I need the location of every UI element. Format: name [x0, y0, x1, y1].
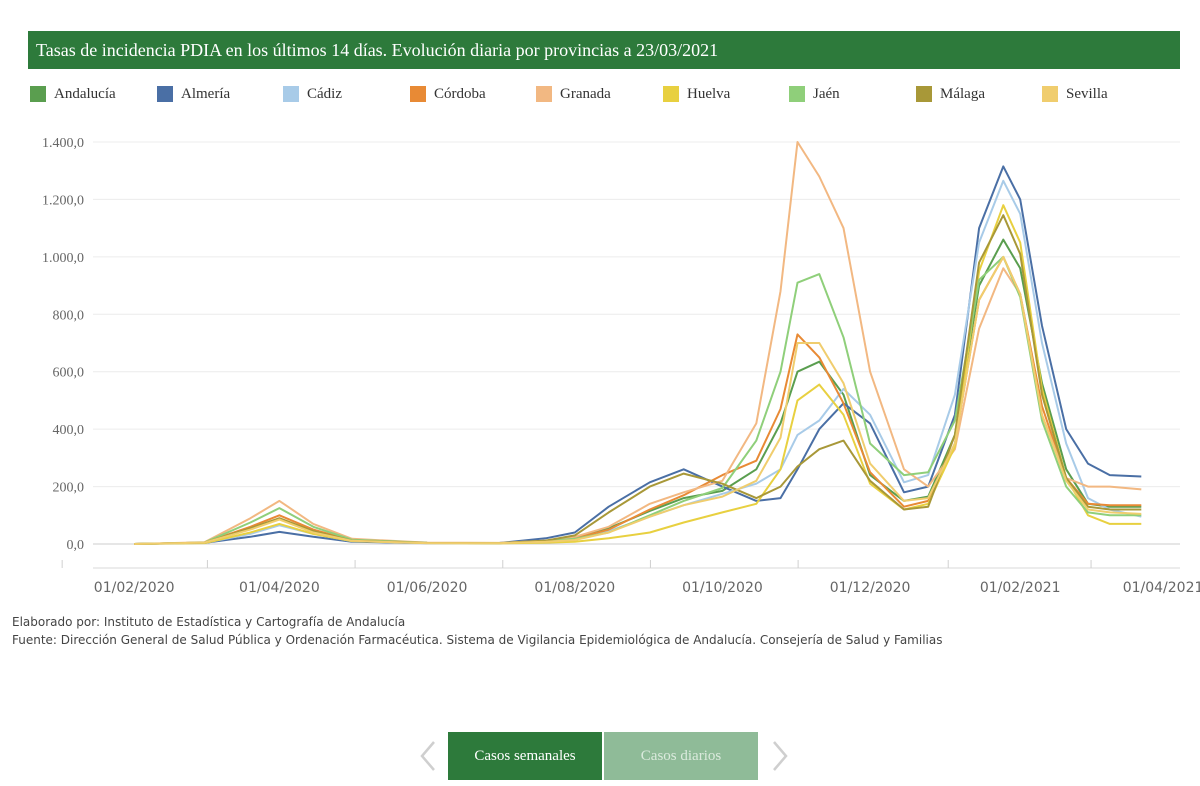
series-line-almería: [134, 165, 1142, 545]
source-elaborated-by: Elaborado por: Instituto de Estadística …: [12, 615, 406, 629]
chart-title: Tasas de incidencia PDIA en los últimos …: [28, 31, 1180, 69]
legend-item-cádiz[interactable]: Cádiz: [283, 84, 342, 104]
legend-item-almería[interactable]: Almería: [157, 84, 230, 104]
legend-label: Granada: [560, 85, 611, 102]
legend-swatch: [1042, 86, 1058, 102]
legend-label: Málaga: [940, 85, 985, 102]
y-tick-label: 600,0: [53, 366, 85, 381]
x-tick-label: 01/10/2020: [682, 580, 763, 596]
legend-label: Cádiz: [307, 85, 342, 102]
legend-swatch: [410, 86, 426, 102]
series-line-sevilla: [134, 255, 1142, 545]
legend-swatch: [916, 86, 932, 102]
legend-label: Huelva: [687, 85, 731, 102]
x-tick-label: 01/02/2020: [94, 580, 175, 596]
legend-swatch: [30, 86, 46, 102]
legend-item-andalucía[interactable]: Andalucía: [30, 84, 116, 104]
legend-swatch: [789, 86, 805, 102]
x-tick-label: 01/04/2021: [1123, 580, 1200, 596]
y-tick-label: 400,0: [53, 423, 85, 438]
legend-item-granada[interactable]: Granada: [536, 84, 611, 104]
daily-cases-button[interactable]: Casos diarios: [604, 732, 758, 780]
legend-label: Córdoba: [434, 85, 486, 102]
y-tick-label: 200,0: [53, 481, 85, 496]
legend-label: Andalucía: [54, 85, 116, 102]
chart-legend: Andalucía Almería Cádiz Córdoba Granada Huelv…: [30, 84, 1180, 104]
y-tick-label: 0,0: [67, 538, 85, 553]
y-tick-label: 1.000,0: [42, 251, 84, 266]
x-tick-label: 01/06/2020: [387, 580, 468, 596]
legend-swatch: [663, 86, 679, 102]
legend-swatch: [283, 86, 299, 102]
legend-item-málaga[interactable]: Málaga: [916, 84, 985, 104]
y-tick-label: 1.400,0: [42, 136, 84, 151]
legend-item-sevilla[interactable]: Sevilla: [1042, 84, 1108, 104]
x-tick-label: 01/02/2021: [980, 580, 1061, 596]
footnotes: Elaborado por: Instituto de Estadística …: [12, 613, 942, 649]
legend-label: Sevilla: [1066, 85, 1108, 102]
legend-label: Almería: [181, 85, 231, 102]
legend-label: Jaén: [813, 85, 840, 102]
legend-swatch: [536, 86, 552, 102]
x-tick-label: 01/08/2020: [534, 580, 615, 596]
line-chart: 0,0 200,0 400,0 600,0 800,0 1.000,0 1.200,0 1.4…: [42, 136, 1200, 596]
chevron-right-icon[interactable]: [768, 738, 792, 774]
series-line-andalucía: [134, 238, 1142, 545]
chevron-left-icon[interactable]: [416, 738, 440, 774]
y-tick-label: 1.200,0: [42, 193, 84, 208]
weekly-cases-button[interactable]: Casos semanales: [448, 732, 602, 780]
legend-item-jaén[interactable]: Jaén: [789, 84, 840, 104]
y-tick-label: 800,0: [53, 308, 85, 323]
source-data: Fuente: Dirección General de Salud Públi…: [12, 633, 943, 647]
x-tick-label: 01/12/2020: [830, 580, 911, 596]
legend-item-huelva[interactable]: Huelva: [663, 84, 730, 104]
x-tick-label: 01/04/2020: [239, 580, 320, 596]
legend-item-córdoba[interactable]: Córdoba: [410, 84, 486, 104]
legend-swatch: [157, 86, 173, 102]
